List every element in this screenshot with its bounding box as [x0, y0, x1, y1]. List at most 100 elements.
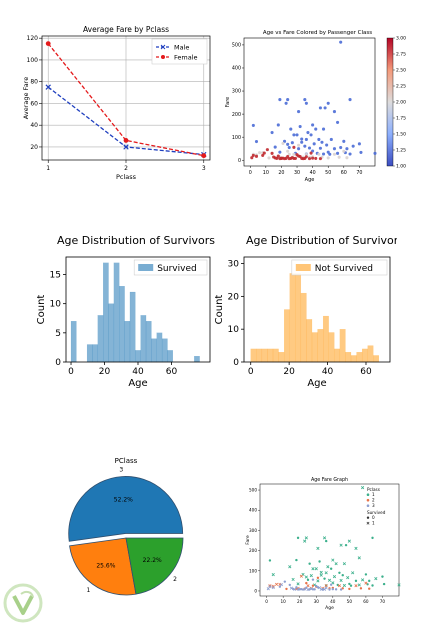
scatter-point [304, 575, 308, 579]
y-tick-label: 300 [232, 89, 241, 95]
legend-label: 0 [372, 515, 375, 520]
scatter-point [374, 577, 378, 581]
scatter-point [368, 587, 371, 590]
scatter-point [318, 560, 321, 563]
scatter-point [281, 141, 285, 145]
y-tick-label: 5 [55, 329, 61, 339]
scatter-point [288, 565, 292, 569]
x-tick-label: 70 [356, 170, 362, 176]
scatter-point [348, 152, 352, 156]
x-tick-label: 20 [283, 367, 295, 377]
x-tick-label: 20 [278, 170, 284, 176]
scatter-point [326, 156, 330, 160]
histogram-bar [295, 273, 302, 363]
y-tick-label: 20 [30, 144, 38, 151]
scatter-point [325, 143, 329, 147]
scatter-point [304, 155, 308, 159]
scatter-point [251, 123, 255, 127]
scatter-point [328, 152, 332, 156]
colorbar [386, 37, 394, 167]
histogram-bar [306, 319, 313, 363]
scatter-point [292, 145, 296, 149]
scatter-point [296, 536, 300, 540]
histogram-bar [140, 315, 147, 363]
age-fare-by-class-chart: Age vs Fare Colored by Passenger Class 0 1… [225, 30, 406, 183]
scatter-point [371, 536, 374, 540]
scatter-point [331, 587, 335, 591]
scatter-point [364, 573, 368, 576]
scatter-point [307, 146, 312, 150]
histogram-bar [151, 338, 157, 363]
scatter-point [345, 147, 349, 151]
histogram-bar [267, 348, 274, 363]
x-tick-label: 2 [124, 165, 128, 172]
legend-label: Female [174, 54, 198, 62]
histogram-bar [108, 303, 115, 363]
scatter-point [300, 587, 303, 591]
scatter-point [348, 98, 352, 102]
histogram-bar [367, 345, 374, 363]
chart-title: PClass [115, 457, 138, 465]
x-tick-label: 10 [280, 599, 286, 604]
scatter-point [276, 123, 280, 127]
scatter-point [316, 546, 320, 550]
scatter-point [276, 154, 280, 158]
scatter-point [262, 151, 266, 155]
plot-frame [41, 35, 211, 161]
chart-title: Age Fare Graph [311, 477, 348, 483]
legend-label: Male [174, 44, 189, 52]
x-tick-label: 30 [314, 599, 320, 604]
y-tick-label: 60 [30, 100, 38, 107]
scatter-point [292, 133, 296, 137]
scatter-point [341, 587, 344, 590]
scatter-point [339, 40, 343, 44]
scatter-point [297, 110, 301, 114]
histogram-bar [317, 329, 324, 363]
scatter-point [266, 587, 270, 591]
scatter-point [316, 576, 320, 580]
x-axis-label: Age [128, 378, 147, 389]
x-tick-label: 3 [202, 165, 206, 172]
legend-label: 3 [372, 503, 375, 508]
scatter-point [329, 567, 333, 570]
histogram-bar [124, 321, 131, 363]
scatter-point [271, 585, 275, 590]
colorbar-tick-label: 2.50 [396, 68, 406, 74]
scatter-point [289, 127, 293, 131]
scatter-point [323, 106, 327, 110]
scatter-point [317, 152, 321, 156]
scatter-point [300, 137, 304, 141]
scatter-point [268, 559, 272, 562]
scatter-point [317, 137, 321, 142]
x-tick-label: 20 [297, 599, 303, 604]
scatter-point [287, 152, 291, 156]
x-tick-label: 0 [249, 170, 252, 176]
y-tick-label: 10 [50, 300, 62, 310]
scatter-point [321, 152, 326, 156]
scatter-point [298, 587, 301, 591]
scatter-point [348, 582, 351, 586]
scatter-point [326, 101, 330, 105]
scatter-point [305, 586, 308, 589]
scatter-point [304, 101, 308, 105]
scatter-point [309, 574, 313, 578]
scatter-point [359, 150, 363, 154]
scatter-point [287, 145, 291, 150]
x-tick-label: 0 [68, 367, 74, 377]
histogram-bar [361, 348, 368, 363]
scatter-point [300, 140, 304, 144]
scatter-point [329, 137, 333, 142]
plot-frame [243, 37, 376, 167]
data-point-female [201, 153, 207, 159]
scatter-point [261, 153, 265, 157]
fare-by-pclass-chart: Average Fare by Pclass 20 40 60 80 100 120 1 2 3 P… [22, 25, 211, 181]
scatter-point [298, 125, 302, 129]
histogram-bar [156, 332, 163, 363]
scatter-point [342, 149, 346, 153]
histogram-bar [334, 348, 341, 363]
scatter-point [332, 575, 337, 579]
scatter-point [268, 584, 272, 588]
x-tick-label: 40 [132, 367, 144, 377]
histogram-bar [272, 348, 279, 363]
scatter-point [313, 588, 316, 591]
